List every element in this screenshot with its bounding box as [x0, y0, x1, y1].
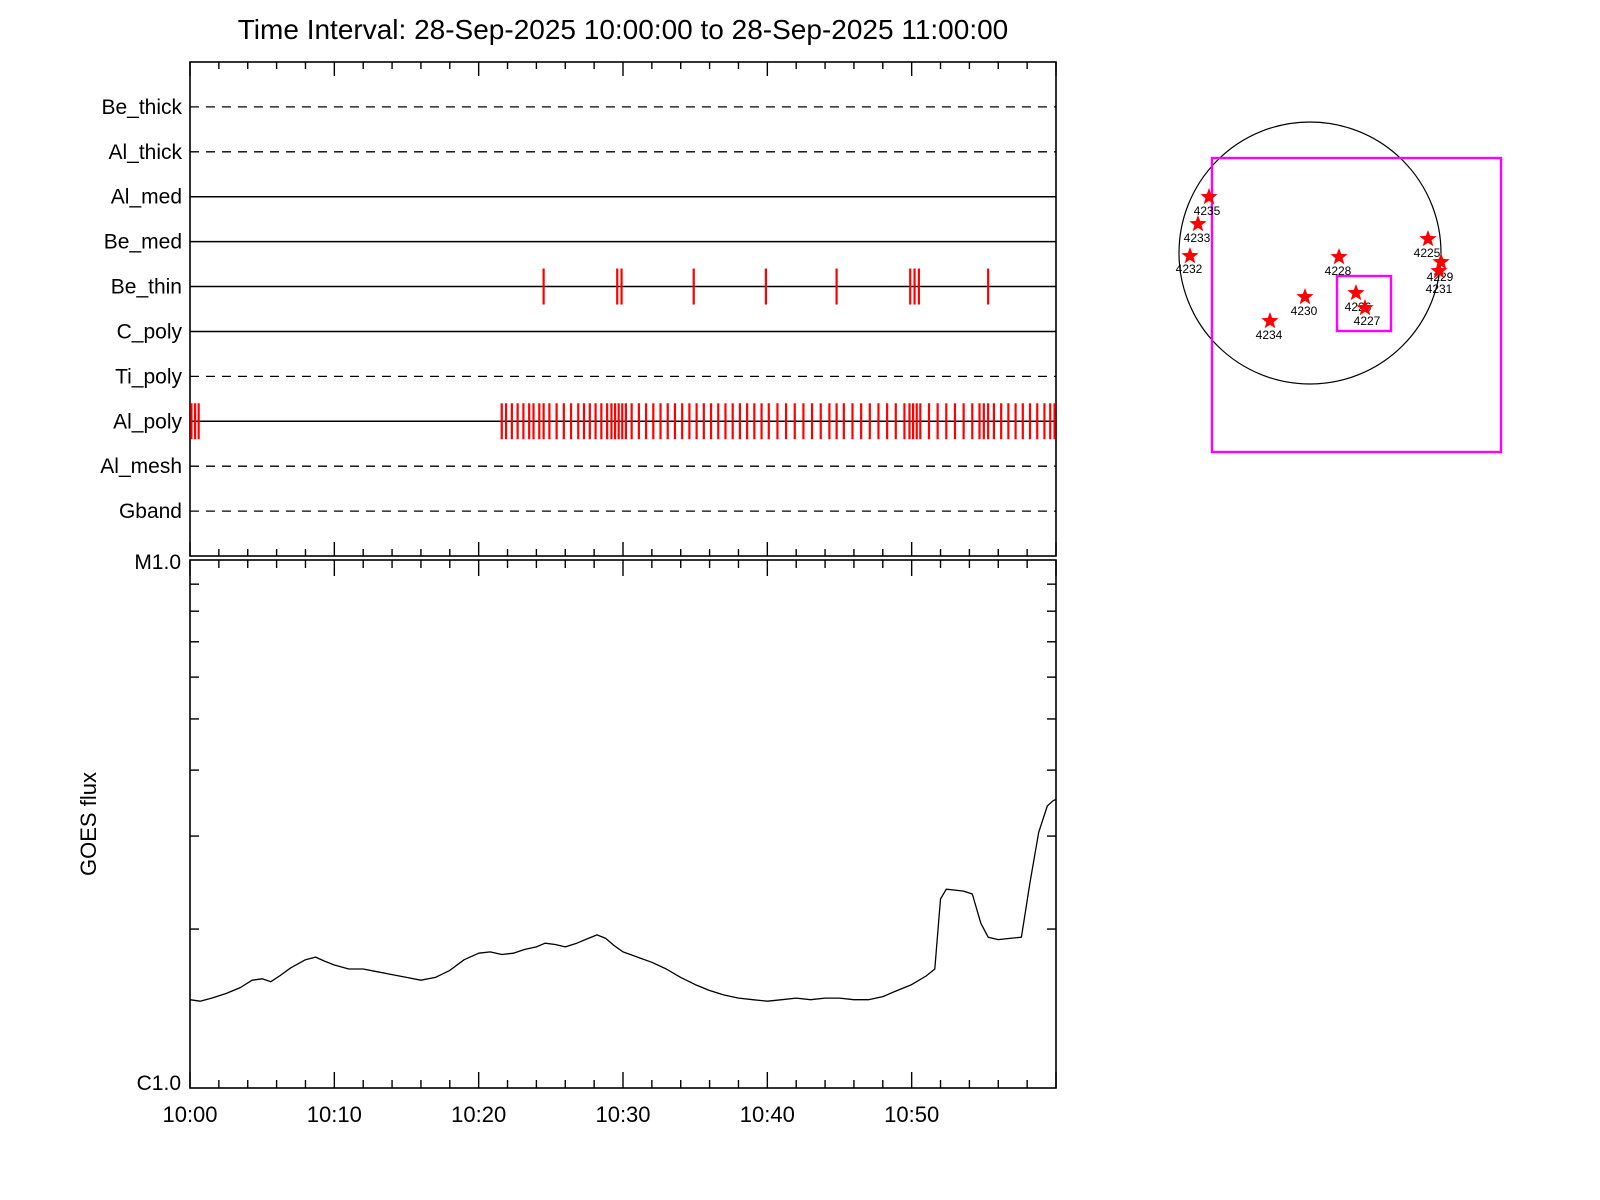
timeline-frame — [189, 61, 1057, 557]
channel-label-al_med: Al_med — [111, 186, 182, 209]
goes-x-tick-label: 10:20 — [451, 1102, 506, 1127]
figure-title: Time Interval: 28-Sep-2025 10:00:00 to 2… — [237, 14, 1009, 45]
goes-y-top-label: M1.0 — [134, 551, 181, 574]
goes-y-bottom-label: C1.0 — [137, 1072, 181, 1095]
active-region-star-4225 — [1419, 230, 1437, 247]
active-region-label-4230: 4230 — [1291, 304, 1318, 318]
active-region-star-4227 — [1356, 299, 1374, 316]
active-region-label-4229: 4229 — [1427, 270, 1454, 284]
active-region-star-4228 — [1330, 248, 1348, 265]
channel-label-al_thick: Al_thick — [108, 141, 182, 164]
active-region-star-4230 — [1296, 288, 1314, 305]
active-region-star-4233 — [1189, 215, 1207, 232]
active-region-label-4235: 4235 — [1194, 204, 1221, 218]
active-region-star-4232 — [1181, 247, 1199, 264]
active-region-label-4231: 4231 — [1426, 282, 1453, 296]
active-region-star-4234 — [1261, 312, 1279, 329]
active-region-star-4235 — [1200, 188, 1218, 205]
solar-disk-limb — [1178, 121, 1442, 385]
active-region-star-4229 — [1432, 253, 1450, 270]
goes-flux-line — [189, 798, 1057, 1002]
channel-label-be_thick: Be_thick — [101, 96, 182, 119]
channel-label-be_thin: Be_thin — [111, 276, 182, 299]
channel-label-c_poly: C_poly — [117, 320, 183, 343]
goes-ylabel: GOES flux — [76, 772, 101, 876]
channel-label-gband: Gband — [119, 500, 182, 523]
active-region-label-4233: 4233 — [1184, 231, 1211, 245]
active-region-label-4232: 4232 — [1176, 262, 1203, 276]
active-region-label-4225: 4225 — [1414, 246, 1441, 260]
fov-box-1 — [1210, 156, 1503, 454]
active-region-star-4231 — [1430, 262, 1448, 279]
goes-x-tick-label: 10:40 — [740, 1102, 795, 1127]
fov-box-2 — [1335, 274, 1393, 333]
active-region-label-4228: 4228 — [1325, 264, 1352, 278]
goes-x-tick-label: 10:10 — [307, 1102, 362, 1127]
channel-label-al_mesh: Al_mesh — [100, 455, 182, 478]
active-region-label-4234: 4234 — [1256, 328, 1283, 342]
active-region-star-4226 — [1347, 284, 1365, 301]
goes-x-tick-label: 10:50 — [884, 1102, 939, 1127]
goes-x-tick-label: 10:00 — [162, 1102, 217, 1127]
channel-label-ti_poly: Ti_poly — [115, 365, 182, 388]
goes-frame — [189, 559, 1057, 1089]
active-region-label-4227: 4227 — [1354, 314, 1381, 328]
channel-label-al_poly: Al_poly — [113, 410, 182, 433]
goes-x-tick-label: 10:30 — [595, 1102, 650, 1127]
channel-label-be_med: Be_med — [104, 231, 182, 254]
